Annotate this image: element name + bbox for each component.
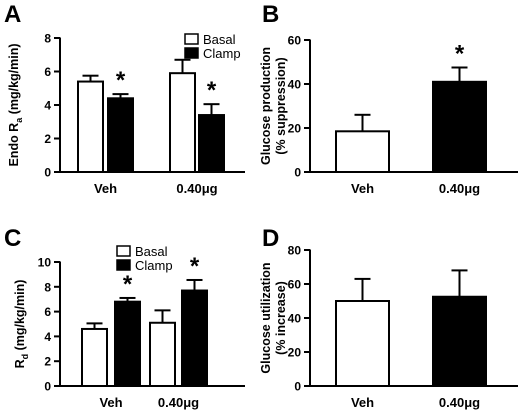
x-category-label: Veh: [351, 395, 374, 410]
y-axis-label-unit: (mg/kg/min): [7, 43, 21, 117]
x-category-label: Veh: [94, 181, 117, 196]
y-tick-label: 80: [288, 244, 302, 258]
y-axis-label: Endo Ra (mg/kg/min): [7, 43, 24, 166]
legend-label-clamp: Clamp: [135, 258, 173, 273]
legend-swatch-basal: [116, 245, 131, 257]
significance-asterisk: *: [207, 77, 217, 104]
legend-label-basal: Basal: [135, 244, 168, 259]
bar-clamp-1: [114, 300, 141, 387]
y-axis-label-line1: Glucose production: [259, 47, 273, 165]
x-category-label: 0.40μg: [158, 395, 199, 410]
bar-basal-1: [77, 80, 104, 173]
y-axis-label: Glucose utilization(% increase): [259, 262, 288, 373]
bar-2: [432, 80, 487, 173]
x-category-label: Veh: [99, 395, 122, 410]
x-category-label: 0.40μg: [176, 181, 217, 196]
bar-clamp-2: [181, 289, 208, 387]
y-tick-label: 6: [44, 305, 51, 319]
legend-label-basal: Basal: [203, 32, 236, 47]
y-tick-label: 0: [44, 166, 51, 180]
y-tick-label: 8: [44, 32, 51, 46]
significance-asterisk: *: [190, 253, 200, 280]
legend-label-clamp: Clamp: [203, 46, 241, 61]
bar-basal-1: [81, 327, 108, 387]
y-tick-label: 60: [288, 34, 302, 48]
y-tick-label: 2: [44, 132, 51, 146]
y-tick-label: 20: [288, 122, 302, 136]
panel-letter: B: [262, 1, 279, 28]
panel-letter: A: [4, 1, 21, 28]
panel-letter: D: [262, 225, 279, 252]
y-axis-label-main: Endo R: [7, 123, 21, 167]
panel-a: A 0 2 4 6 8 Endo Ra (mg/kg/min) * * Veh 0.40μg Basa…: [4, 1, 245, 196]
y-tick-label: 20: [288, 346, 302, 360]
bar-2: [432, 295, 487, 387]
y-tick-label: 8: [44, 280, 51, 294]
y-tick-label: 0: [44, 380, 51, 394]
y-tick-label: 4: [44, 330, 51, 344]
y-axis-label-unit: (mg/kg/min): [13, 280, 27, 354]
y-axis-label-subscript: a: [14, 117, 24, 123]
x-category-label: Veh: [351, 181, 374, 196]
bar-1: [335, 300, 390, 387]
y-tick-label: 0: [294, 380, 301, 394]
y-tick-label: 2: [44, 355, 51, 369]
y-tick-label: 10: [38, 256, 52, 270]
y-tick-label: 60: [288, 278, 302, 292]
x-category-label: 0.40μg: [439, 395, 480, 410]
y-tick-label: 4: [44, 99, 51, 113]
y-tick-label: 0: [294, 166, 301, 180]
bar-1: [335, 130, 390, 174]
legend-swatch-basal: [184, 33, 199, 45]
significance-asterisk: *: [116, 67, 126, 94]
y-axis-label: Glucose production(% suppression): [259, 47, 288, 165]
panel-c: C 0 2 4 6 8 10 Rd (mg/kg/min) * * Veh 0.40μg BasalCl…: [4, 225, 245, 410]
significance-asterisk: *: [123, 271, 133, 298]
legend-swatch-clamp: [116, 259, 131, 271]
y-tick-label: 6: [44, 65, 51, 79]
y-tick-label: 40: [288, 312, 302, 326]
legend-swatch-clamp: [184, 47, 199, 59]
bar-basal-2: [149, 321, 176, 388]
bar-clamp-2: [198, 114, 225, 174]
y-axis-label-line2: (% increase): [274, 281, 288, 355]
y-axis-label: Rd (mg/kg/min): [13, 280, 30, 369]
y-axis-label-main: R: [13, 359, 27, 368]
y-axis-label-subscript: d: [20, 354, 30, 360]
bar-basal-2: [169, 72, 196, 173]
panel-letter: C: [4, 225, 21, 252]
y-axis-label-line1: Glucose utilization: [259, 262, 273, 373]
significance-asterisk: *: [455, 41, 465, 68]
y-axis-label-line2: (% suppression): [274, 57, 288, 154]
y-tick-label: 40: [288, 78, 302, 92]
x-category-label: 0.40μg: [439, 181, 480, 196]
bar-clamp-1: [107, 97, 134, 173]
